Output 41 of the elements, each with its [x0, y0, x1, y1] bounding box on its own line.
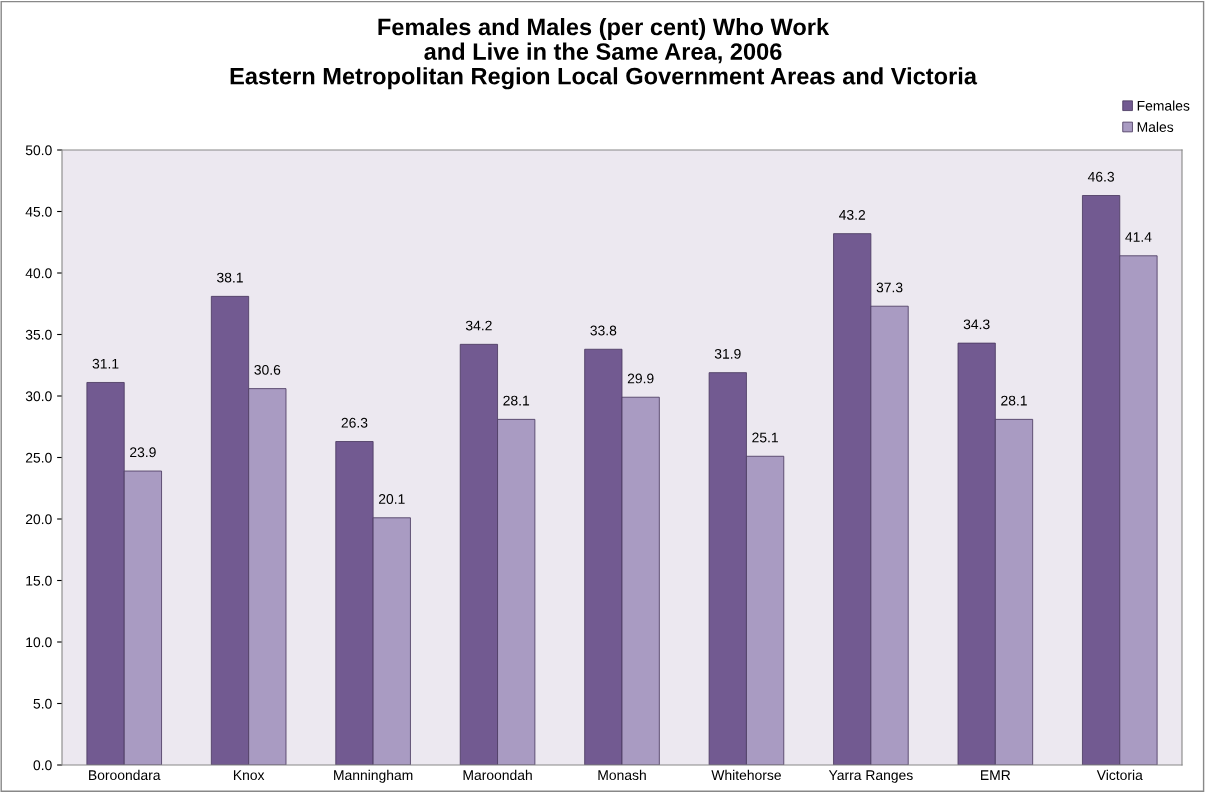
- data-label: 31.9: [714, 348, 741, 359]
- data-label: 33.8: [590, 325, 617, 336]
- data-label: 46.3: [1087, 171, 1115, 182]
- y-tick-label: 5.0: [33, 698, 52, 709]
- y-tick-label: 40.0: [25, 268, 52, 279]
- data-label: 25.1: [752, 432, 778, 443]
- x-tick-label: Manningham: [334, 769, 413, 783]
- y-tick-label: 20.0: [25, 514, 52, 525]
- data-label: 26.3: [341, 417, 368, 428]
- y-tick-label: 15.0: [26, 575, 52, 586]
- y-tick-label: 45.0: [25, 206, 52, 217]
- data-label: 23.9: [130, 447, 156, 458]
- y-tick-label: 30.0: [25, 391, 52, 402]
- x-tick-label: Maroondah: [463, 769, 532, 781]
- x-tick-label: Monash: [598, 769, 646, 781]
- x-tick-label: Knox: [233, 770, 265, 781]
- data-label: 28.1: [503, 395, 530, 406]
- data-label: 29.9: [627, 373, 654, 384]
- x-tick-label: Yarra Ranges: [828, 770, 913, 783]
- x-tick-label: EMR: [981, 770, 1011, 780]
- data-label: 20.1: [378, 494, 405, 504]
- y-tick-label: 0.0: [33, 760, 52, 771]
- x-tick-label: Victoria: [1096, 769, 1143, 781]
- data-label: 34.3: [963, 319, 990, 330]
- data-label: 28.1: [1001, 395, 1027, 406]
- y-tick-label: 35.0: [25, 329, 52, 340]
- data-label: 34.2: [465, 320, 492, 331]
- chart-title: Females and Males (per cent) Who Work and Live in the Same Area, 2006 Eastern Metropolitan Region Local Government Areas and Victoria: [230, 18, 978, 90]
- data-label: 43.2: [839, 209, 866, 220]
- y-tick-label: 25.0: [25, 452, 52, 463]
- legend-label: Males: [1137, 121, 1174, 132]
- y-tick-label: 50.0: [25, 145, 52, 156]
- data-label: 37.3: [876, 282, 903, 293]
- x-tick-label: Whitehorse: [711, 769, 781, 781]
- data-label: 31.1: [92, 358, 119, 369]
- legend-label: Females: [1137, 100, 1190, 111]
- x-tick-label: Boroondara: [89, 769, 161, 781]
- data-label: 30.6: [254, 364, 281, 375]
- data-label: 38.1: [217, 272, 243, 283]
- y-tick-label: 10.0: [26, 637, 52, 648]
- data-label: 41.4: [1125, 232, 1152, 242]
